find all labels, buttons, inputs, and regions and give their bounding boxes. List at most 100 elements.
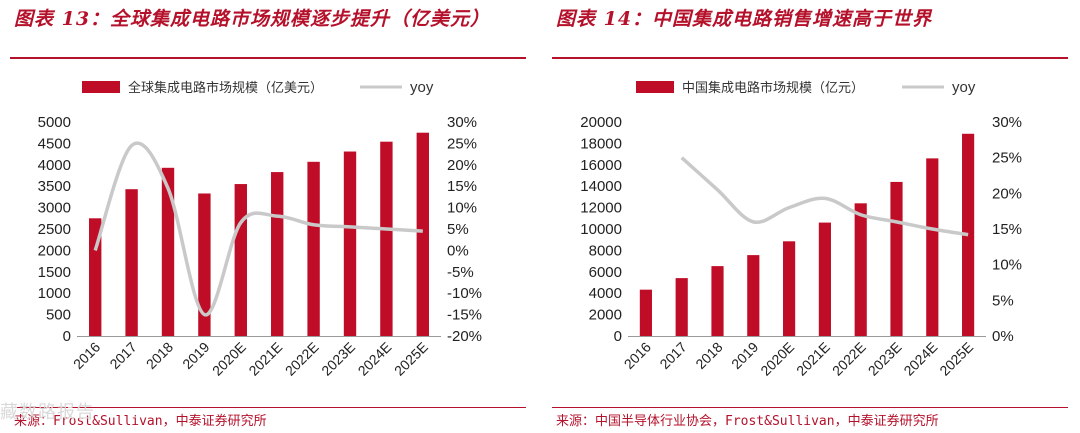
bar — [271, 172, 284, 336]
x-tick-label: 2023E — [865, 339, 905, 379]
chart-title: 图表 13：全球集成电路市场规模逐步提升（亿美元） — [14, 8, 491, 30]
y-tick-left: 3500 — [38, 178, 71, 195]
y-tick-right: 15% — [992, 221, 1022, 238]
x-tick-label: 2022E — [829, 339, 869, 379]
x-tick-label: 2019 — [179, 339, 212, 372]
x-tick-label: 2025E — [936, 339, 976, 379]
y-tick-left: 2000 — [589, 307, 622, 324]
y-tick-right: -5% — [447, 264, 474, 281]
y-tick-left: 8000 — [589, 242, 622, 259]
y-tick-left: 4000 — [38, 157, 71, 174]
y-tick-right: -15% — [447, 307, 482, 324]
bar — [125, 189, 138, 336]
legend-line-label: yoy — [410, 79, 434, 96]
x-tick-label: 2021E — [793, 339, 833, 379]
x-tick-label: 2023E — [318, 339, 358, 379]
legend-bar-label: 中国集成电路市场规模（亿元） — [682, 80, 864, 96]
y-tick-right: 0% — [447, 242, 469, 259]
bar — [818, 222, 831, 336]
y-tick-right: 25% — [447, 135, 477, 152]
y-tick-right: 5% — [447, 221, 469, 238]
y-tick-left: 5000 — [38, 114, 71, 131]
y-tick-right: 30% — [992, 114, 1022, 131]
x-tick-label: 2017 — [656, 339, 689, 372]
y-tick-left: 10000 — [580, 221, 622, 238]
y-tick-right: 25% — [992, 150, 1022, 167]
bar — [343, 151, 357, 336]
y-tick-left: 2000 — [38, 242, 71, 259]
y-tick-left: 6000 — [589, 264, 622, 281]
x-tick-label: 2025E — [391, 339, 431, 379]
bar — [711, 266, 724, 336]
legend-bar-swatch — [82, 81, 120, 93]
legend-bar-swatch — [636, 81, 674, 93]
bar — [234, 184, 247, 336]
x-tick-label: 2016 — [70, 339, 103, 372]
bar — [639, 289, 652, 336]
source-rule — [552, 407, 1068, 408]
y-tick-right: 20% — [992, 185, 1022, 202]
x-tick-label: 2024E — [355, 339, 395, 379]
y-tick-right: -10% — [447, 285, 482, 302]
source-note: 来源：Frost&Sullivan，中泰证券研究所 — [14, 414, 267, 429]
x-tick-label: 2018 — [143, 339, 176, 372]
legend-bar-label: 全球集成电路市场规模（亿美元） — [128, 80, 323, 96]
y-tick-left: 16000 — [580, 157, 622, 174]
y-tick-right: 20% — [447, 157, 477, 174]
x-tick-label: 2022E — [282, 339, 322, 379]
source-note: 来源：中国半导体行业协会，Frost&Sullivan，中泰证券研究所 — [556, 414, 939, 429]
y-tick-left: 4500 — [38, 135, 71, 152]
x-tick-label: 2021E — [245, 339, 285, 379]
x-tick-label: 2017 — [106, 339, 139, 372]
bar — [380, 141, 393, 336]
chart-panel-china: 图表 14：中国集成电路销售增速高于世界 中国集成电路市场规模（亿元） yoy 0 2… — [552, 0, 1072, 433]
y-tick-left: 12000 — [580, 200, 622, 217]
y-tick-left: 500 — [46, 307, 71, 324]
y-tick-left: 1000 — [38, 285, 71, 302]
y-tick-left: 1500 — [38, 264, 71, 281]
bar — [747, 255, 760, 336]
x-tick-label: 2020E — [209, 339, 249, 379]
x-tick-label: 2016 — [621, 339, 654, 372]
yoy-line — [93, 141, 423, 317]
bar — [783, 241, 796, 336]
x-tick-label: 2024E — [900, 339, 940, 379]
y-tick-left: 18000 — [580, 135, 622, 152]
y-tick-left: 0 — [614, 328, 622, 345]
y-tick-right: -20% — [447, 328, 482, 345]
y-tick-right: 30% — [447, 114, 477, 131]
bar — [89, 218, 102, 336]
chart-panel-global: 图表 13：全球集成电路市场规模逐步提升（亿美元） 全球集成电路市场规模（亿美元… — [10, 0, 530, 433]
bar — [854, 203, 867, 336]
legend-line-label: yoy — [952, 79, 976, 96]
bar — [926, 158, 939, 336]
y-tick-left: 3000 — [38, 200, 71, 217]
x-tick-label: 2018 — [692, 339, 725, 372]
bar — [161, 167, 175, 336]
bar — [890, 181, 903, 336]
y-tick-right: 0% — [992, 328, 1014, 345]
source-rule — [10, 407, 526, 408]
bar — [962, 133, 975, 336]
chart-title: 图表 14：中国集成电路销售增速高于世界 — [556, 8, 933, 30]
x-tick-label: 2020E — [757, 339, 797, 379]
y-tick-left: 20000 — [580, 114, 622, 131]
y-tick-left: 2500 — [38, 221, 71, 238]
watermark: 藏数路报告 — [0, 402, 95, 423]
chart-china-ic-market: 中国集成电路市场规模（亿元） yoy 0 2000 4000 6000 8000 10000 1… — [580, 79, 1022, 379]
y-tick-left: 0 — [63, 328, 71, 345]
title-rule — [552, 57, 1068, 59]
y-tick-right: 15% — [447, 178, 477, 195]
y-tick-right: 5% — [992, 292, 1014, 309]
y-tick-right: 10% — [447, 200, 477, 217]
y-tick-right: 10% — [992, 257, 1022, 274]
bar — [307, 161, 320, 336]
yoy-line — [680, 156, 969, 237]
y-tick-left: 4000 — [589, 285, 622, 302]
y-tick-left: 14000 — [580, 178, 622, 195]
bar — [416, 132, 429, 336]
chart-global-ic-market: 全球集成电路市场规模（亿美元） yoy 0 500 1000 1500 2000 2500 30… — [38, 79, 482, 379]
bar — [198, 193, 211, 336]
title-rule — [10, 57, 526, 59]
bar — [675, 278, 688, 336]
